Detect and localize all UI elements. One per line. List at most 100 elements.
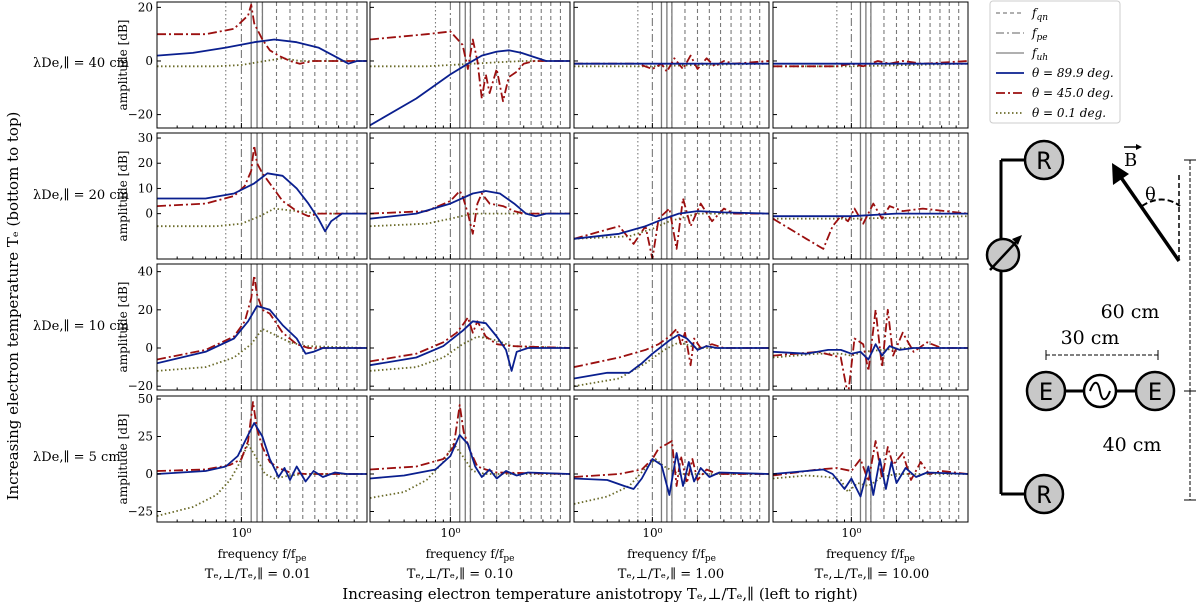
series-s0-line	[157, 57, 367, 68]
reference-lines	[836, 396, 960, 522]
panel-r3-c2: 10⁰ frequency f/fpe	[573, 395, 770, 564]
series-s90-line	[574, 452, 769, 496]
panel-frame	[772, 263, 969, 391]
series-s45-line	[370, 190, 570, 235]
series-s90-line	[773, 212, 968, 218]
panel-r2-c0: −20 0 20 40 amplitude [dB]	[116, 263, 368, 393]
reference-lines	[434, 396, 561, 522]
panel-r1-c3	[772, 132, 969, 260]
panel-frame	[772, 1, 969, 129]
y-axis-label: amplitude [dB]	[116, 151, 130, 242]
panel-frame	[772, 132, 969, 260]
x-tick-label: 10⁰	[841, 526, 861, 540]
panel-frame	[573, 263, 770, 391]
series-s0-line	[773, 473, 968, 493]
b-field-arrow	[1118, 175, 1181, 262]
theta-arc	[1141, 198, 1181, 207]
series-s0-line	[370, 212, 570, 228]
col-label-1.00: Tₑ,⊥/Tₑ,∥ = 1.00	[618, 567, 724, 582]
reference-lines	[225, 264, 358, 390]
series-s0-line	[773, 347, 968, 359]
series-s0-line	[773, 215, 968, 220]
panel-grid: −20 0 20 amplitude [dB] 0 10 20 30 amplitude [dB…	[116, 0, 969, 564]
probe-diagram: R R E E B θ 60 cm 40 cm 30 cm	[985, 139, 1196, 515]
panel-r3-c1: 10⁰ frequency f/fpe	[369, 395, 571, 564]
series-s90-line	[157, 172, 367, 233]
panel-frame	[369, 395, 571, 523]
series-s45-line	[157, 3, 367, 65]
series-s45-line	[773, 440, 968, 483]
y-tick-label: 40	[138, 265, 153, 279]
y-tick-label: 20	[138, 0, 153, 14]
emitter-right-label: E	[1148, 378, 1162, 406]
series-s90-line	[773, 343, 968, 361]
y-tick-label: 0	[145, 467, 153, 481]
legend-label: θ = 45.0 deg.	[1032, 86, 1114, 100]
series-s90-line	[370, 49, 570, 127]
panel-r0-c3	[772, 1, 969, 129]
b-field-arrowhead-icon	[1112, 163, 1129, 185]
reference-lines	[637, 133, 761, 259]
row-label-40cm: λDe,∥ = 40 cm	[33, 56, 129, 71]
y-tick-label: 20	[138, 303, 153, 317]
reference-lines	[637, 264, 761, 390]
theta-label: θ	[1145, 184, 1156, 205]
x-tick-label: 10⁰	[440, 526, 460, 540]
panel-frame	[156, 132, 368, 260]
panel-r0-c1	[369, 1, 571, 129]
y-tick-label: 0	[145, 207, 153, 221]
col-axis-title: Increasing electron temperature anistotr…	[342, 585, 857, 603]
y-tick-label: 0	[145, 54, 153, 68]
col-label-0.10: Tₑ,⊥/Tₑ,∥ = 0.10	[407, 567, 513, 582]
legend-label: θ = 89.9 deg.	[1032, 66, 1114, 80]
legend-label: θ = 0.1 deg.	[1032, 106, 1106, 120]
y-axis-label: amplitude [dB]	[116, 414, 130, 505]
panel-frame	[573, 395, 770, 523]
y-tick-label: 10	[138, 181, 153, 195]
panel-frame	[369, 132, 571, 260]
reference-lines	[434, 264, 561, 390]
receiver-bottom-label: R	[1037, 481, 1052, 509]
y-tick-label: 0	[145, 341, 153, 355]
x-axis-label: frequency f/fpe	[627, 547, 716, 564]
panel-r3-c3: 10⁰ frequency f/fpe	[772, 395, 969, 564]
y-tick-label: 25	[138, 430, 153, 444]
panel-frame	[156, 395, 368, 523]
series-s90-line	[157, 305, 367, 365]
series-s90-line	[370, 320, 570, 372]
series-s45-line	[773, 308, 968, 390]
panel-r2-c2	[573, 263, 770, 391]
panel-frame	[772, 395, 969, 523]
panel-frame	[369, 263, 571, 391]
panel-r0-c0: −20 0 20 amplitude [dB]	[116, 0, 368, 129]
y-tick-label: −25	[128, 505, 153, 519]
b-vector-barhead-icon	[1136, 144, 1142, 150]
panel-r1-c1	[369, 132, 571, 260]
emitter-left-icon	[1025, 370, 1067, 412]
series-s90-line	[370, 434, 570, 480]
x-axis-label: frequency f/fpe	[426, 547, 515, 564]
row-axis-title: Increasing electron temperature Tₑ (bott…	[4, 112, 22, 501]
panel-r0-c2	[573, 1, 770, 129]
receiver-top-label: R	[1037, 147, 1052, 175]
emitter-left-label: E	[1039, 378, 1053, 406]
panel-frame	[156, 263, 368, 391]
dim-30-label: 30 cm	[1061, 327, 1120, 349]
y-axis-label: amplitude [dB]	[116, 20, 130, 111]
panel-r2-c1	[369, 263, 571, 391]
series-s45-line	[370, 30, 570, 103]
y-tick-label: 30	[138, 131, 153, 145]
y-axis-label: amplitude [dB]	[116, 282, 130, 373]
x-axis-label: frequency f/fpe	[218, 547, 307, 564]
col-label-0.01: Tₑ,⊥/Tₑ,∥ = 0.01	[205, 567, 311, 582]
series-s45-line	[370, 316, 570, 363]
series-s45-line	[157, 274, 367, 361]
col-label-10.00: Tₑ,⊥/Tₑ,∥ = 10.00	[815, 567, 930, 582]
x-tick-label: 10⁰	[231, 526, 251, 540]
dim-40-label: 40 cm	[1103, 434, 1162, 456]
panel-r1-c2	[573, 132, 770, 260]
reference-lines	[225, 133, 358, 259]
reference-lines	[836, 133, 960, 259]
series-s0-line	[157, 207, 367, 228]
